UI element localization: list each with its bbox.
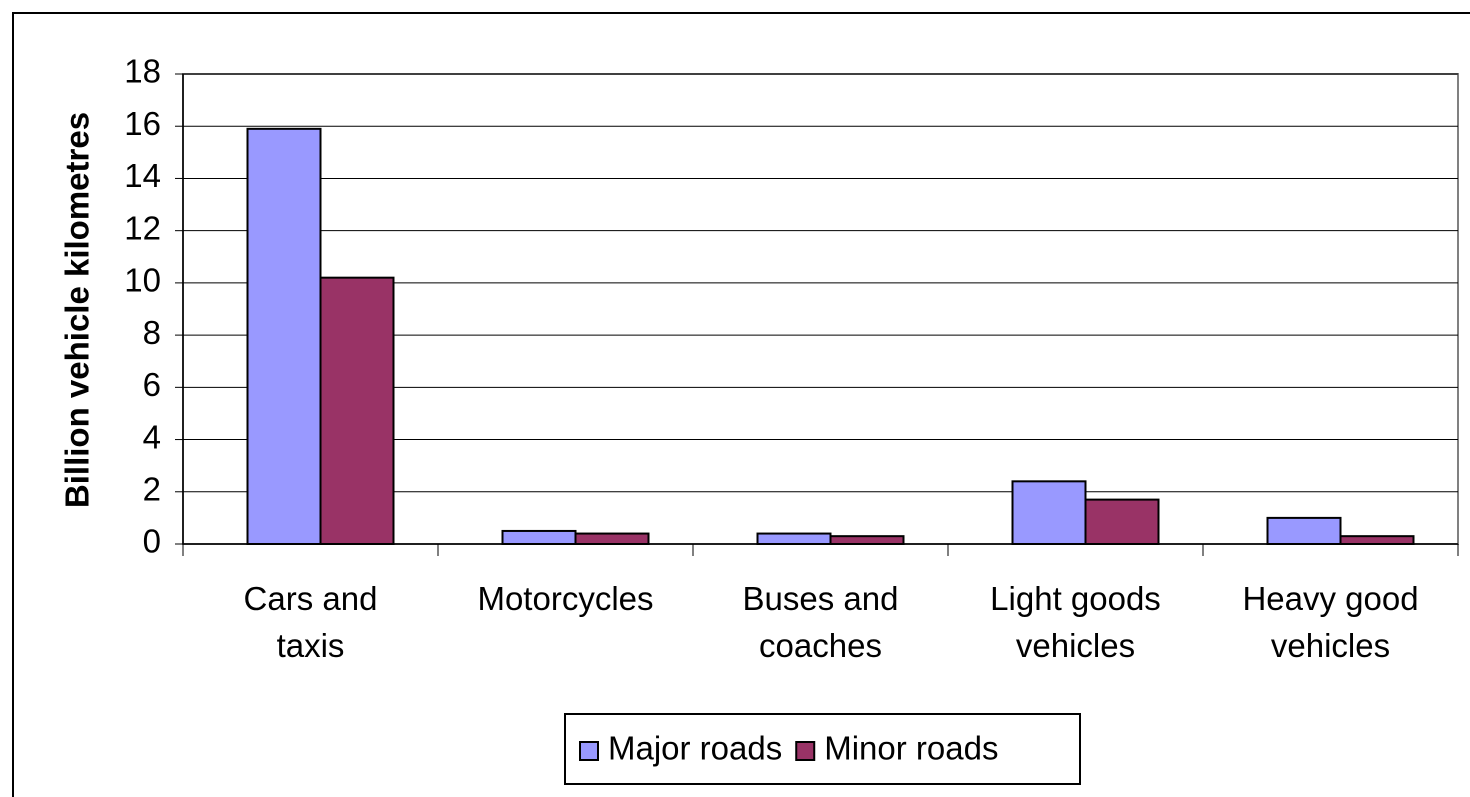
bar [319,276,395,545]
y-tick-label: 2 [143,470,161,507]
y-tick-label: 0 [143,523,161,560]
legend-swatch [795,741,816,761]
legend-swatch [579,741,599,761]
bar [1339,535,1415,546]
bar [829,535,905,546]
y-axis-title: Billion vehicle kilometres [59,112,96,508]
bar [1266,516,1342,546]
y-tick-label: 12 [124,209,161,246]
bar [756,532,832,545]
bar [574,532,650,545]
x-tick-label: Buses and coaches [743,580,899,664]
x-tick-label: Motorcycles [477,580,653,617]
bar [1084,498,1160,546]
y-tick-label: 6 [143,366,161,403]
legend-box [564,713,1081,785]
y-tick-label: 18 [124,53,161,90]
x-tick-label: Cars and taxis [244,580,378,664]
x-tick-label: Heavy good vehicles [1242,580,1418,664]
y-tick-label: 14 [124,157,161,194]
y-tick-label: 4 [143,418,161,455]
plot-area [182,73,1459,545]
x-tick-label: Light goods vehicles [990,580,1161,664]
y-tick-label: 16 [124,105,161,142]
bar [501,529,577,546]
legend-label: Minor roads [824,730,998,767]
y-tick-label: 8 [143,314,161,351]
legend-label: Major roads [608,730,782,767]
y-tick-label: 10 [124,262,161,299]
bar [1011,480,1087,546]
bar [246,127,322,545]
